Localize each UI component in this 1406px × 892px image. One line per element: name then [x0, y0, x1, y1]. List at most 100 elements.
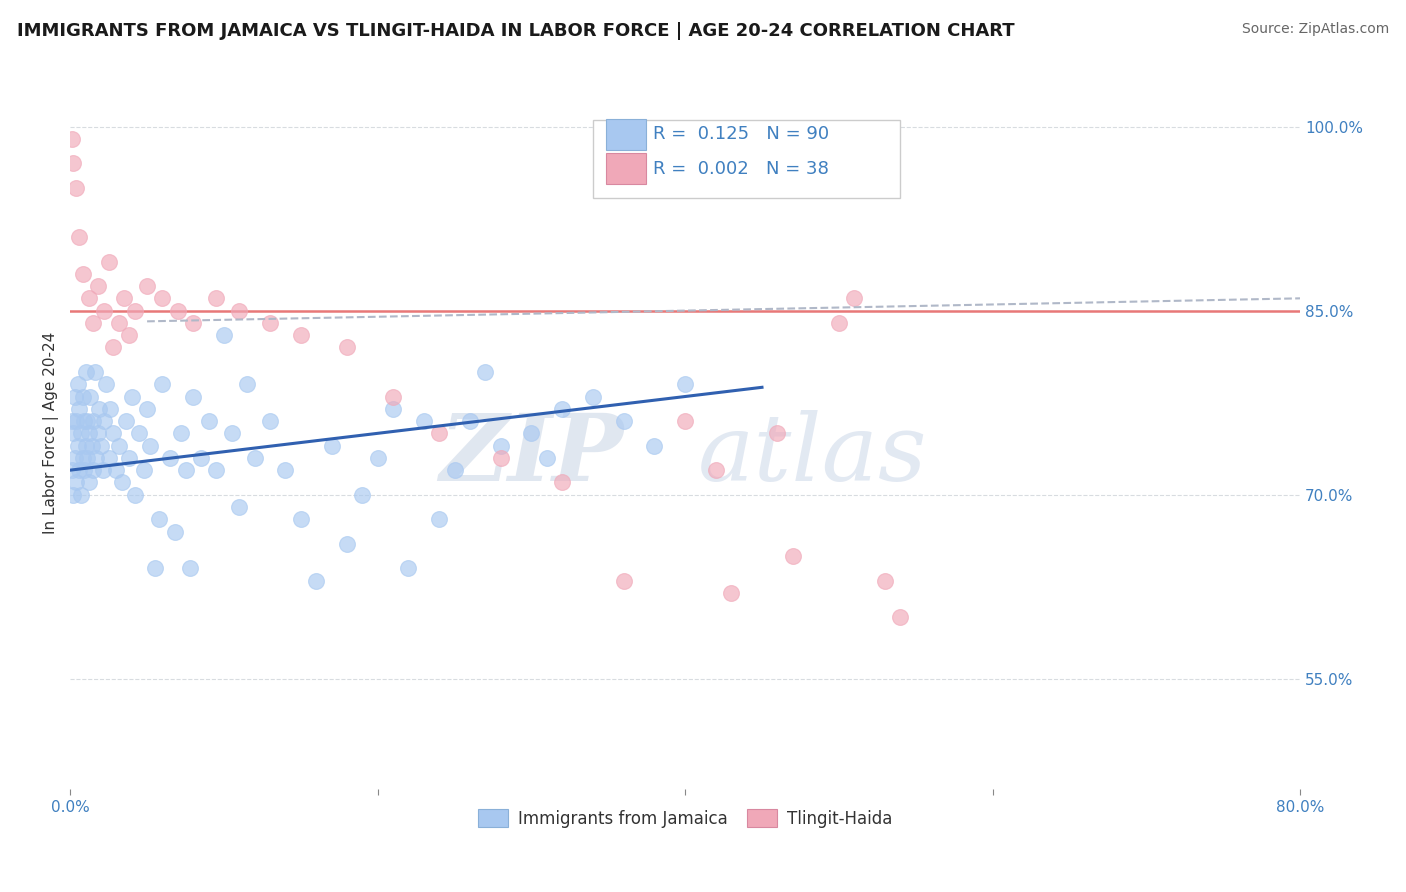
Point: [72, 390, 94, 404]
Point: [77, 291, 100, 305]
Point: [536, 450, 558, 465]
Point: [124, 303, 146, 318]
Point: [62, 488, 84, 502]
Point: [228, 500, 250, 514]
Point: [103, 340, 125, 354]
Point: [121, 390, 143, 404]
Point: [91, 463, 114, 477]
Point: [352, 488, 374, 502]
Point: [720, 586, 742, 600]
Point: [87, 279, 110, 293]
Point: [90, 439, 112, 453]
Text: ZIP: ZIP: [439, 409, 623, 500]
Text: Source: ZipAtlas.com: Source: ZipAtlas.com: [1241, 22, 1389, 37]
Point: [673, 377, 696, 392]
Point: [443, 463, 465, 477]
Point: [66, 377, 89, 392]
FancyBboxPatch shape: [606, 153, 645, 185]
Point: [87, 426, 110, 441]
Point: [170, 426, 193, 441]
Point: [305, 574, 328, 588]
Point: [873, 574, 896, 588]
Point: [197, 414, 219, 428]
Point: [412, 414, 434, 428]
Point: [336, 537, 359, 551]
Point: [181, 390, 204, 404]
Point: [190, 450, 212, 465]
Point: [259, 414, 281, 428]
Point: [205, 463, 228, 477]
Point: [274, 463, 297, 477]
Point: [76, 450, 98, 465]
Point: [179, 561, 201, 575]
Point: [782, 549, 804, 563]
Point: [105, 463, 128, 477]
Point: [212, 328, 235, 343]
Text: atlas: atlas: [697, 409, 927, 500]
Point: [103, 426, 125, 441]
Point: [152, 377, 174, 392]
Point: [382, 401, 405, 416]
Y-axis label: In Labor Force | Age 20-24: In Labor Force | Age 20-24: [44, 332, 59, 534]
Point: [259, 316, 281, 330]
Point: [63, 450, 86, 465]
Point: [613, 414, 636, 428]
Point: [77, 475, 100, 490]
Point: [75, 439, 97, 453]
Point: [396, 561, 419, 575]
Point: [321, 439, 343, 453]
Point: [70, 488, 93, 502]
Point: [427, 512, 450, 526]
Point: [382, 390, 405, 404]
Point: [117, 328, 139, 343]
Point: [766, 426, 789, 441]
Point: [83, 365, 105, 379]
Text: R =  0.125   N = 90: R = 0.125 N = 90: [654, 126, 830, 144]
Legend: Immigrants from Jamaica, Tlingit-Haida: Immigrants from Jamaica, Tlingit-Haida: [471, 803, 900, 834]
Point: [643, 439, 665, 453]
Point: [221, 426, 243, 441]
Point: [828, 316, 851, 330]
Point: [65, 414, 87, 428]
Point: [152, 291, 174, 305]
Point: [79, 390, 101, 404]
Point: [367, 450, 389, 465]
Point: [82, 463, 104, 477]
Point: [80, 439, 103, 453]
Point: [73, 414, 96, 428]
Point: [704, 463, 727, 477]
Point: [93, 303, 115, 318]
Point: [136, 279, 159, 293]
Point: [844, 291, 866, 305]
Point: [65, 181, 87, 195]
Point: [97, 450, 120, 465]
Point: [108, 439, 131, 453]
Point: [139, 439, 162, 453]
Point: [474, 365, 496, 379]
Text: IMMIGRANTS FROM JAMAICA VS TLINGIT-HAIDA IN LABOR FORCE | AGE 20-24 CORRELATION : IMMIGRANTS FROM JAMAICA VS TLINGIT-HAIDA…: [17, 22, 1015, 40]
Point: [673, 414, 696, 428]
Point: [69, 401, 91, 416]
Point: [62, 156, 84, 170]
Point: [243, 450, 266, 465]
Point: [613, 574, 636, 588]
Point: [582, 390, 605, 404]
Point: [89, 401, 111, 416]
Point: [66, 439, 89, 453]
Point: [128, 426, 150, 441]
Point: [290, 328, 312, 343]
Point: [427, 426, 450, 441]
Point: [98, 401, 121, 416]
Point: [69, 230, 91, 244]
Point: [181, 316, 204, 330]
Point: [114, 414, 136, 428]
Point: [889, 610, 911, 624]
Point: [86, 450, 108, 465]
Point: [62, 426, 84, 441]
Point: [111, 475, 134, 490]
Point: [117, 450, 139, 465]
Point: [75, 365, 97, 379]
Point: [551, 475, 574, 490]
Point: [60, 414, 83, 428]
Point: [551, 401, 574, 416]
